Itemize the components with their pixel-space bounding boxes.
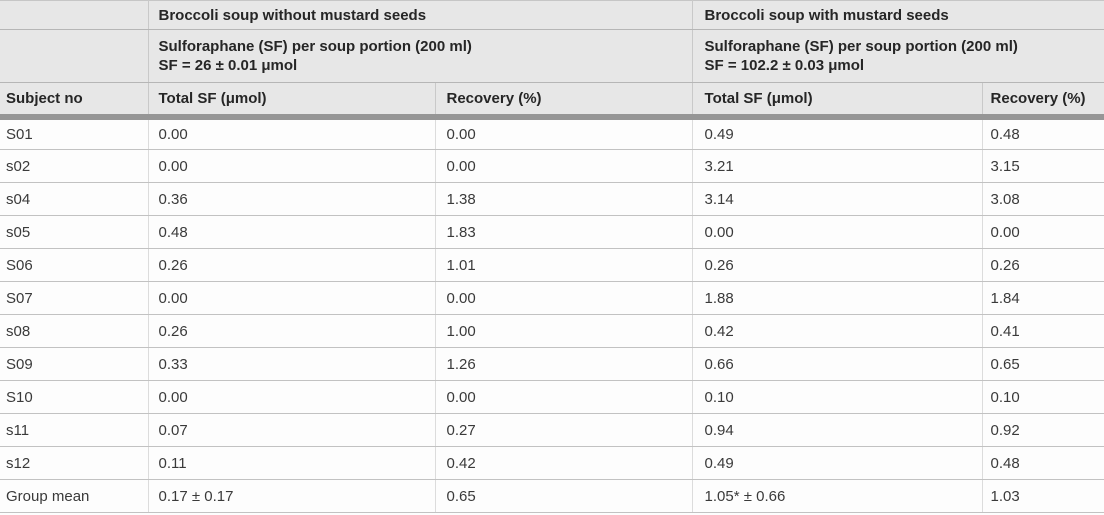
total-sf-without-cell: 0.07: [147, 413, 435, 447]
col-header-total-sf-with: Total SF (μmol): [691, 82, 983, 120]
total-sf-without-cell: 0.00: [147, 281, 435, 315]
subject-cell: s08: [0, 314, 148, 348]
subject-cell: s04: [0, 182, 148, 216]
subject-cell: S10: [0, 380, 148, 414]
subject-cell: s11: [0, 413, 148, 447]
col-header-subject-no: Subject no: [0, 82, 148, 120]
table-row: S10 0.00 0.00 0.10 0.10: [0, 380, 1104, 414]
recovery-with-cell: 0.10: [981, 380, 1104, 414]
subheader-portion-line: Sulforaphane (SF) per soup portion (200 …: [158, 38, 472, 55]
recovery-with-cell: 0.26: [981, 248, 1104, 282]
subject-cell: S09: [0, 347, 148, 381]
recovery-without-cell: 0.00: [434, 116, 693, 150]
total-sf-without-cell: 0.26: [147, 314, 435, 348]
total-sf-with-cell: 0.26: [691, 248, 983, 282]
table-row: s04 0.36 1.38 3.14 3.08: [0, 182, 1104, 216]
subject-cell: s12: [0, 446, 148, 480]
total-sf-with-cell: 0.94: [691, 413, 983, 447]
total-sf-with-cell: 3.21: [691, 149, 983, 183]
recovery-with-cell: 0.00: [981, 215, 1104, 249]
recovery-with-cell: 0.65: [981, 347, 1104, 381]
table-row: s02 0.00 0.00 3.21 3.15: [0, 149, 1104, 183]
recovery-with-cell: 0.48: [981, 116, 1104, 150]
subject-cell: S01: [0, 116, 148, 150]
subject-cell: Group mean: [0, 479, 148, 513]
group-header-with-mustard: Broccoli soup with mustard seeds: [691, 0, 1104, 30]
table-row: S07 0.00 0.00 1.88 1.84: [0, 281, 1104, 315]
subject-cell: S06: [0, 248, 148, 282]
total-sf-without-cell: 0.00: [147, 149, 435, 183]
col-header-recovery-without: Recovery (%): [434, 82, 693, 120]
recovery-without-cell: 0.00: [434, 281, 693, 315]
group-header-without-mustard: Broccoli soup without mustard seeds: [147, 0, 693, 30]
total-sf-with-cell: 3.14: [691, 182, 983, 216]
total-sf-with-cell: 0.42: [691, 314, 983, 348]
table-body: S01 0.00 0.00 0.49 0.48 s02 0.00 0.00 3.…: [0, 116, 1104, 513]
total-sf-without-cell: 0.00: [147, 116, 435, 150]
table-row: s11 0.07 0.27 0.94 0.92: [0, 413, 1104, 447]
subheader-sf-amount: SF = 102.2 ± 0.03 μmol: [704, 57, 865, 74]
subheader-without-mustard: Sulforaphane (SF) per soup portion (200 …: [147, 29, 693, 83]
recovery-without-cell: 1.26: [434, 347, 693, 381]
recovery-with-cell: 0.92: [981, 413, 1104, 447]
recovery-with-cell: 3.08: [981, 182, 1104, 216]
total-sf-without-cell: 0.33: [147, 347, 435, 381]
table-header: Broccoli soup without mustard seeds Broc…: [0, 0, 1104, 120]
table-row: S06 0.26 1.01 0.26 0.26: [0, 248, 1104, 282]
table-row: s08 0.26 1.00 0.42 0.41: [0, 314, 1104, 348]
recovery-without-cell: 0.65: [434, 479, 693, 513]
recovery-without-cell: 1.00: [434, 314, 693, 348]
table-row: s05 0.48 1.83 0.00 0.00: [0, 215, 1104, 249]
recovery-with-cell: 0.41: [981, 314, 1104, 348]
total-sf-with-cell: 1.05* ± 0.66: [691, 479, 983, 513]
total-sf-without-cell: 0.17 ± 0.17: [147, 479, 435, 513]
col-header-total-sf-without: Total SF (μmol): [147, 82, 435, 120]
subject-cell: S07: [0, 281, 148, 315]
total-sf-with-cell: 0.10: [691, 380, 983, 414]
subject-cell: s05: [0, 215, 148, 249]
subheader-with-mustard: Sulforaphane (SF) per soup portion (200 …: [691, 29, 1104, 83]
table-row: S01 0.00 0.00 0.49 0.48: [0, 116, 1104, 150]
recovery-with-cell: 1.84: [981, 281, 1104, 315]
recovery-with-cell: 0.48: [981, 446, 1104, 480]
recovery-with-cell: 3.15: [981, 149, 1104, 183]
total-sf-with-cell: 0.66: [691, 347, 983, 381]
total-sf-with-cell: 0.49: [691, 116, 983, 150]
recovery-without-cell: 0.27: [434, 413, 693, 447]
recovery-without-cell: 1.83: [434, 215, 693, 249]
recovery-without-cell: 0.00: [434, 149, 693, 183]
subject-cell: s02: [0, 149, 148, 183]
corner-cell-empty: [0, 29, 148, 83]
recovery-without-cell: 1.01: [434, 248, 693, 282]
subheader-portion-line: Sulforaphane (SF) per soup portion (200 …: [704, 38, 1018, 55]
total-sf-with-cell: 0.49: [691, 446, 983, 480]
subheader-row: Sulforaphane (SF) per soup portion (200 …: [0, 29, 1104, 83]
total-sf-with-cell: 1.88: [691, 281, 983, 315]
total-sf-without-cell: 0.36: [147, 182, 435, 216]
recovery-without-cell: 0.00: [434, 380, 693, 414]
group-header-row: Broccoli soup without mustard seeds Broc…: [0, 0, 1104, 30]
recovery-without-cell: 1.38: [434, 182, 693, 216]
col-header-recovery-with: Recovery (%): [981, 82, 1104, 120]
recovery-with-cell: 1.03: [981, 479, 1104, 513]
recovery-without-cell: 0.42: [434, 446, 693, 480]
column-header-row: Subject no Total SF (μmol) Recovery (%) …: [0, 82, 1104, 120]
table-row: Group mean 0.17 ± 0.17 0.65 1.05* ± 0.66…: [0, 479, 1104, 513]
table-row: s12 0.11 0.42 0.49 0.48: [0, 446, 1104, 480]
corner-cell-empty: [0, 0, 148, 30]
total-sf-without-cell: 0.26: [147, 248, 435, 282]
total-sf-without-cell: 0.48: [147, 215, 435, 249]
subheader-sf-amount: SF = 26 ± 0.01 μmol: [158, 57, 298, 74]
total-sf-without-cell: 0.11: [147, 446, 435, 480]
table-row: S09 0.33 1.26 0.66 0.65: [0, 347, 1104, 381]
total-sf-without-cell: 0.00: [147, 380, 435, 414]
total-sf-with-cell: 0.00: [691, 215, 983, 249]
